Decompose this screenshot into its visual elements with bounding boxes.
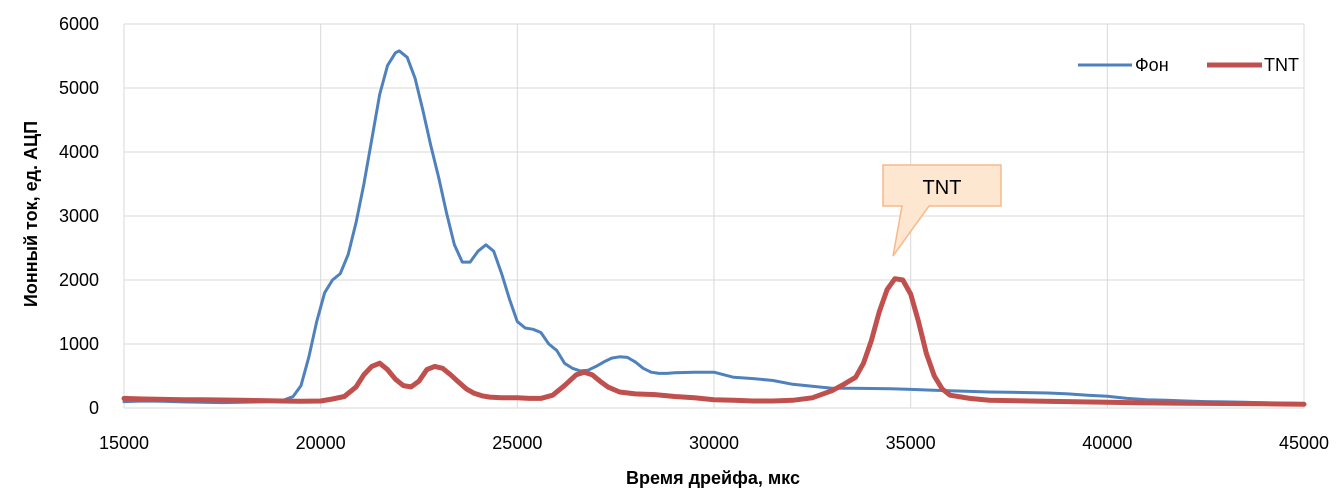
x-tick-label: 15000 <box>99 433 149 453</box>
y-tick-label: 4000 <box>59 142 99 162</box>
gridlines <box>123 23 1305 409</box>
y-axis-ticks: 0 1000 2000 3000 4000 5000 6000 <box>59 14 99 418</box>
x-axis-title: Время дрейфа, мкс <box>626 468 800 488</box>
y-tick-label: 3000 <box>59 206 99 226</box>
series-line-tnt <box>121 276 1307 407</box>
x-tick-label: 25000 <box>492 433 542 453</box>
y-axis-title: Ионный ток, ед. АЦП <box>21 121 41 307</box>
y-tick-label: 5000 <box>59 78 99 98</box>
y-tick-label: 6000 <box>59 14 99 34</box>
tnt-callout: TNT <box>882 164 1002 257</box>
x-tick-label: 40000 <box>1082 433 1132 453</box>
series-lines <box>121 49 1307 407</box>
legend-label-fon: Фон <box>1135 55 1169 75</box>
y-tick-label: 1000 <box>59 334 99 354</box>
x-tick-label: 45000 <box>1279 433 1329 453</box>
x-tick-label: 20000 <box>296 433 346 453</box>
callout-label: TNT <box>923 177 962 199</box>
x-axis-ticks: 15000 20000 25000 30000 35000 40000 45000 <box>99 433 1329 453</box>
series-line-fon <box>122 49 1306 405</box>
legend: Фон TNT <box>1078 55 1299 75</box>
y-tick-label: 2000 <box>59 270 99 290</box>
y-tick-label: 0 <box>89 398 99 418</box>
x-tick-label: 35000 <box>886 433 936 453</box>
callout-shape <box>882 164 1002 257</box>
x-tick-label: 30000 <box>689 433 739 453</box>
legend-label-tnt: TNT <box>1264 55 1299 75</box>
